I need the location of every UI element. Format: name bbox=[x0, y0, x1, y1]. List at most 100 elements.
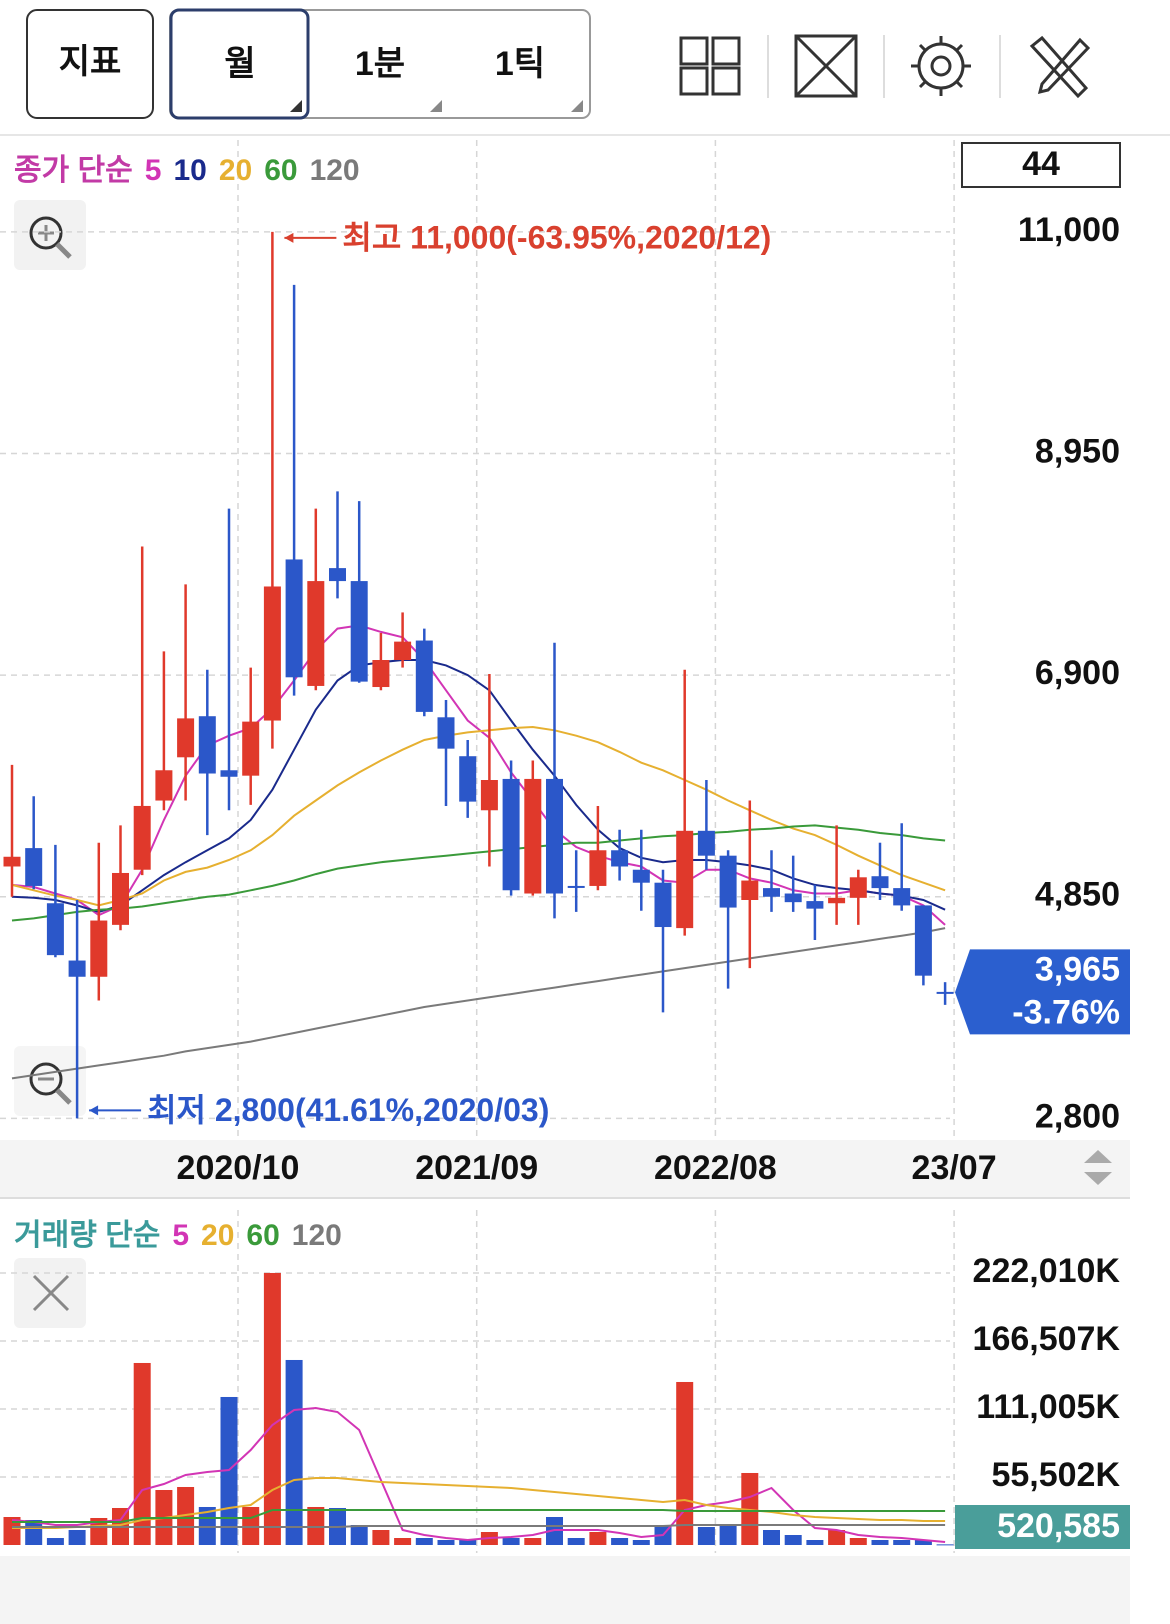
layout-icon[interactable] bbox=[679, 36, 741, 96]
period-tab-selected[interactable] bbox=[169, 8, 310, 120]
period-tab[interactable]: 월 bbox=[224, 45, 255, 83]
volume-bar bbox=[3, 1517, 21, 1545]
volume-bar bbox=[676, 1381, 694, 1545]
volume-bar bbox=[307, 1506, 325, 1545]
tab-corner bbox=[290, 100, 302, 112]
volume-bar bbox=[68, 1530, 86, 1545]
volume-bar bbox=[719, 1525, 737, 1545]
candle-body bbox=[25, 848, 43, 886]
candle-body bbox=[394, 641, 412, 660]
candle-body bbox=[893, 888, 911, 906]
candle-body bbox=[329, 568, 346, 582]
current-change: -3.76% bbox=[1012, 993, 1120, 1031]
legend-prefix: 거래량 단순 bbox=[14, 1219, 160, 1252]
x-tick-label: 2021/09 bbox=[415, 1149, 538, 1187]
current-price-tag bbox=[955, 949, 1130, 1035]
legend-entry: 120 bbox=[292, 1219, 342, 1252]
candle-body bbox=[263, 586, 281, 721]
x-tick-label: 23/07 bbox=[912, 1149, 997, 1187]
close-volume-button[interactable] bbox=[14, 1258, 86, 1328]
current-price: 3,965 bbox=[1035, 950, 1120, 988]
candle-body bbox=[198, 716, 216, 774]
candle-body bbox=[177, 718, 195, 758]
candle-body bbox=[242, 721, 260, 776]
volume-bar bbox=[936, 1544, 954, 1546]
candle-body bbox=[654, 882, 672, 928]
candle-body bbox=[871, 876, 889, 889]
current-volume-tag bbox=[955, 1505, 1130, 1549]
legend-entry: 60 bbox=[264, 154, 297, 187]
volume-bar bbox=[263, 1272, 281, 1545]
period-tab[interactable]: 1분 bbox=[355, 45, 405, 83]
visible-count: 44 bbox=[1022, 145, 1060, 183]
candle-body bbox=[611, 850, 629, 867]
candle-body bbox=[524, 778, 542, 894]
indicator-button[interactable] bbox=[26, 9, 154, 119]
y-tick-label: 6,900 bbox=[1035, 654, 1120, 692]
current-volume: 520,585 bbox=[997, 1507, 1120, 1545]
ma-line bbox=[11, 659, 946, 913]
legend-entry: 5 bbox=[145, 154, 162, 187]
volume-bar bbox=[697, 1527, 715, 1545]
y-tick-label: 11,000 bbox=[1018, 211, 1120, 249]
x-tick-label: 2022/08 bbox=[654, 1149, 777, 1187]
y-tick-label: 111,005K bbox=[976, 1388, 1120, 1426]
indicator-label: 지표 bbox=[59, 43, 122, 81]
zoom-out-button[interactable] bbox=[14, 1046, 86, 1116]
volume-bar bbox=[90, 1517, 108, 1545]
volume-bar bbox=[589, 1531, 607, 1545]
candle-body bbox=[589, 850, 607, 886]
scroll-arrows[interactable] bbox=[1084, 1150, 1112, 1185]
volume-bar bbox=[849, 1538, 867, 1545]
annotation-arrowhead bbox=[89, 1105, 99, 1116]
annotation-text: 최고 11,000(-63.95%,2020/12) bbox=[342, 219, 771, 255]
y-tick-label: 222,010K bbox=[973, 1252, 1121, 1290]
candle-body bbox=[828, 897, 846, 904]
candle-body bbox=[632, 869, 650, 883]
legend-entry: 60 bbox=[246, 1219, 279, 1252]
volume-bar bbox=[763, 1530, 780, 1545]
candle-body bbox=[307, 581, 325, 686]
volume-bar bbox=[632, 1540, 650, 1545]
y-tick-label: 8,950 bbox=[1035, 432, 1120, 470]
volume-ma-line bbox=[12, 1509, 946, 1523]
ma-line bbox=[11, 624, 946, 926]
y-tick-label: 55,502K bbox=[991, 1456, 1120, 1494]
candle-body bbox=[502, 778, 520, 891]
volume-bar bbox=[611, 1538, 629, 1545]
legend-entry: 5 bbox=[172, 1219, 189, 1252]
volume-bar bbox=[567, 1538, 585, 1545]
candle-body bbox=[546, 778, 563, 894]
volume-bar bbox=[437, 1540, 455, 1545]
candle-body bbox=[936, 991, 954, 994]
candle-body bbox=[437, 717, 455, 749]
y-tick-label: 166,507K bbox=[973, 1320, 1121, 1358]
tab-corner bbox=[571, 100, 583, 112]
bottom-band bbox=[0, 1556, 1130, 1624]
legend-entry: 120 bbox=[310, 154, 360, 187]
candle-body bbox=[133, 805, 151, 870]
volume-bar bbox=[46, 1538, 64, 1545]
volume-bar bbox=[828, 1530, 846, 1545]
legend: 거래량 단순 5 20 60 120 bbox=[14, 1219, 342, 1252]
candle-body bbox=[676, 830, 694, 929]
fullscreen-icon[interactable] bbox=[794, 34, 858, 98]
zoom-in-button[interactable] bbox=[14, 200, 86, 270]
y-tick-label: 4,850 bbox=[1035, 876, 1120, 914]
tools-icon[interactable] bbox=[1029, 35, 1091, 99]
candle-body bbox=[415, 640, 433, 712]
volume-bar bbox=[741, 1472, 759, 1545]
legend-prefix: 종가 단순 bbox=[14, 154, 133, 187]
candle-body bbox=[763, 888, 780, 897]
settings-icon[interactable] bbox=[911, 36, 971, 96]
count-box bbox=[961, 142, 1121, 188]
volume-bar bbox=[372, 1530, 390, 1545]
volume-ma-line bbox=[11, 1406, 946, 1543]
legend-entry: 20 bbox=[219, 154, 252, 187]
volume-bar bbox=[285, 1359, 303, 1545]
volume-bar bbox=[871, 1540, 889, 1545]
volume-bar bbox=[524, 1538, 542, 1545]
volume-bar bbox=[198, 1506, 216, 1545]
period-tab[interactable]: 1틱 bbox=[495, 45, 545, 83]
